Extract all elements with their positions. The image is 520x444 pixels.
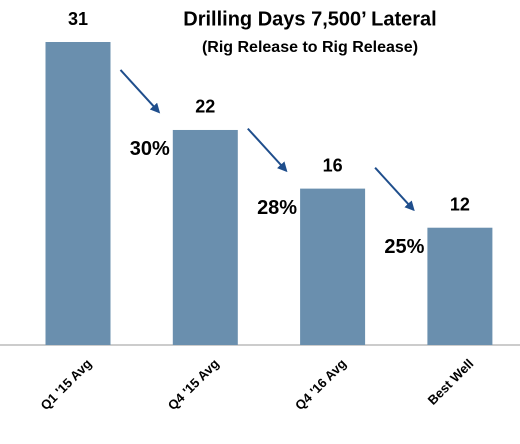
- annotation: 30%: [130, 138, 170, 160]
- data-label: 16: [323, 155, 343, 175]
- arrow: [119, 69, 161, 114]
- bar: [300, 188, 366, 345]
- x-tick-label: Q4 '16 Avg: [292, 356, 349, 413]
- chart-subtitle: (Rig Release to Rig Release): [202, 39, 418, 56]
- data-label: 31: [68, 9, 88, 29]
- chart-title: Drilling Days 7,500’ Lateral: [183, 8, 436, 30]
- bar: [427, 227, 493, 345]
- x-tick-label: Best Well: [425, 356, 477, 408]
- bar: [172, 129, 238, 345]
- annotation: 25%: [384, 236, 424, 258]
- bar: [45, 42, 111, 345]
- x-tick-label: Q4 '15 Avg: [165, 356, 222, 413]
- arrow: [247, 127, 288, 173]
- x-tick-label: Q1 '15 Avg: [37, 356, 94, 413]
- data-label: 22: [195, 97, 215, 117]
- annotation: 28%: [257, 197, 297, 219]
- arrow: [374, 167, 415, 212]
- data-label: 12: [450, 194, 470, 214]
